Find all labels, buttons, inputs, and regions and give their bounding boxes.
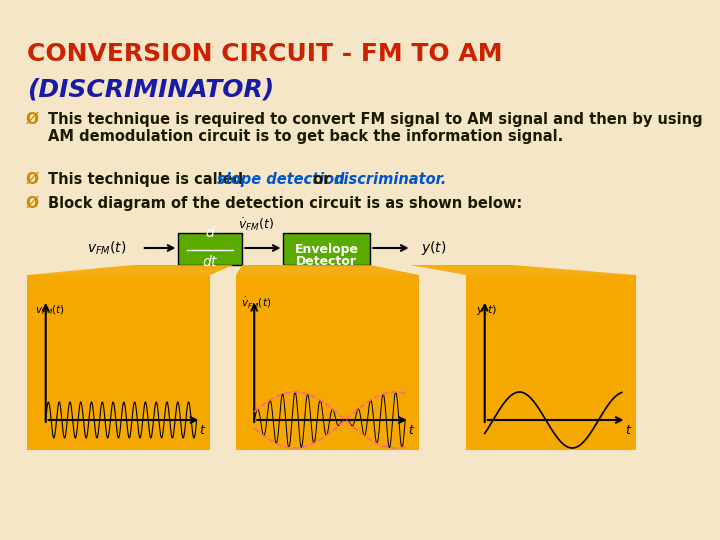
Text: Ø: Ø xyxy=(26,112,39,127)
Text: slope detection: slope detection xyxy=(217,172,344,187)
Text: Envelope: Envelope xyxy=(294,243,359,256)
FancyBboxPatch shape xyxy=(284,233,370,265)
Text: $y(t)$: $y(t)$ xyxy=(420,239,446,257)
Text: $t$: $t$ xyxy=(408,424,415,437)
Polygon shape xyxy=(410,265,636,275)
Text: (DISCRIMINATOR): (DISCRIMINATOR) xyxy=(27,78,274,102)
Text: Ø: Ø xyxy=(26,172,39,187)
Text: Detector: Detector xyxy=(296,255,357,268)
Text: $d$: $d$ xyxy=(205,225,216,240)
FancyBboxPatch shape xyxy=(467,275,636,450)
Text: This technique is required to convert FM signal to AM signal and then by using
A: This technique is required to convert FM… xyxy=(48,112,702,144)
Text: $t$: $t$ xyxy=(625,424,632,437)
Polygon shape xyxy=(236,265,419,275)
Polygon shape xyxy=(27,265,233,275)
Text: $v_{FM}(t)$: $v_{FM}(t)$ xyxy=(35,303,65,316)
Text: Block diagram of the detection circuit is as shown below:: Block diagram of the detection circuit i… xyxy=(48,196,522,211)
FancyBboxPatch shape xyxy=(236,275,419,450)
Text: $dt$: $dt$ xyxy=(202,254,219,269)
Text: discriminator.: discriminator. xyxy=(334,172,447,187)
Text: $\dot{v}_{FM}(t)$: $\dot{v}_{FM}(t)$ xyxy=(240,295,271,310)
Text: This technique is called: This technique is called xyxy=(48,172,248,187)
Text: $y(t)$: $y(t)$ xyxy=(475,303,497,317)
FancyBboxPatch shape xyxy=(179,233,243,265)
Text: $t$: $t$ xyxy=(199,424,207,437)
Text: Ø: Ø xyxy=(26,196,39,211)
Text: or: or xyxy=(308,172,336,187)
Text: $v_{FM}(t)$: $v_{FM}(t)$ xyxy=(87,239,127,256)
Text: CONVERSION CIRCUIT - FM TO AM: CONVERSION CIRCUIT - FM TO AM xyxy=(27,42,503,66)
Text: $\dot{v}_{FM}(t)$: $\dot{v}_{FM}(t)$ xyxy=(238,217,274,233)
FancyBboxPatch shape xyxy=(27,275,210,450)
